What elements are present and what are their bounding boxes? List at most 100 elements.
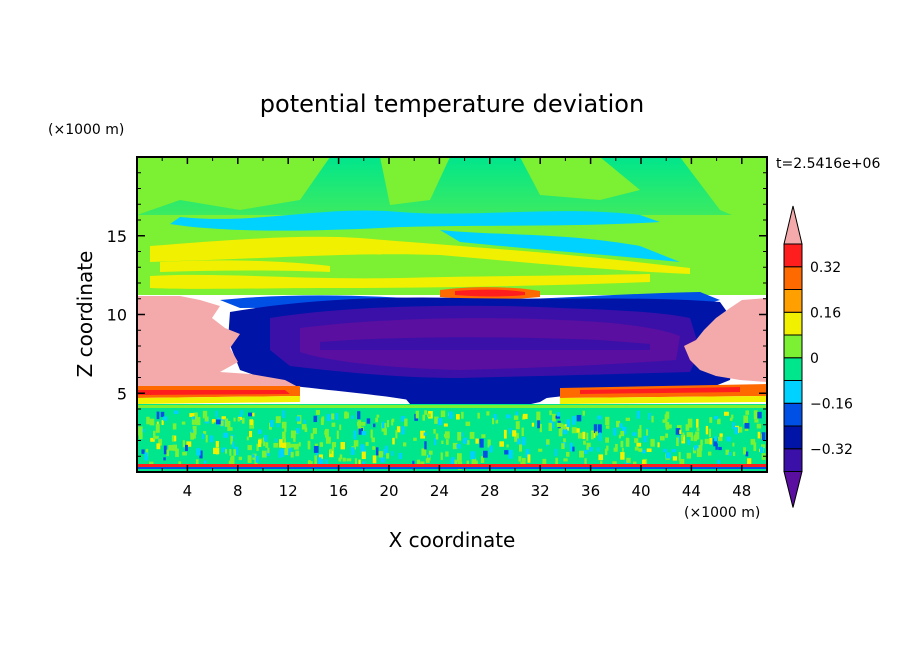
- noise-speckle: [386, 453, 390, 459]
- noise-speckle: [668, 424, 672, 429]
- noise-speckle: [471, 458, 477, 466]
- noise-speckle: [158, 438, 163, 446]
- noise-speckle: [743, 415, 749, 425]
- noise-speckle: [445, 451, 449, 457]
- noise-speckle: [421, 448, 427, 456]
- x-tick-label: 28: [480, 482, 499, 500]
- x-tick-label: 8: [233, 482, 243, 500]
- noise-speckle: [383, 428, 387, 436]
- noise-speckle: [713, 416, 718, 420]
- noise-speckle: [525, 448, 530, 458]
- noise-speckle: [664, 414, 668, 422]
- colorbar-segment: [783, 357, 803, 381]
- colorbar-tick-label: −0.16: [810, 396, 853, 412]
- noise-speckle: [646, 429, 649, 436]
- y-tick-label: 5: [117, 384, 127, 403]
- noise-speckle: [613, 447, 618, 452]
- noise-speckle: [542, 458, 547, 467]
- noise-speckle: [595, 431, 599, 436]
- noise-speckle: [160, 411, 165, 418]
- noise-speckle: [681, 434, 686, 444]
- noise-speckle: [173, 410, 179, 414]
- noise-speckle: [605, 416, 610, 426]
- noise-speckle: [445, 439, 449, 445]
- noise-speckle: [365, 441, 369, 446]
- noise-speckle: [263, 437, 266, 447]
- y-tick-label: 10: [107, 306, 127, 325]
- colorbar-segment: [783, 402, 803, 427]
- noise-speckle: [555, 415, 561, 419]
- noise-speckle: [372, 423, 376, 428]
- noise-speckle: [435, 433, 439, 440]
- noise-speckle: [386, 420, 390, 428]
- noise-speckle: [279, 448, 285, 457]
- noise-speckle: [252, 412, 255, 417]
- noise-speckle: [175, 448, 179, 457]
- noise-speckle: [224, 418, 229, 427]
- noise-speckle: [745, 451, 749, 457]
- noise-speckle: [750, 438, 756, 445]
- colorbar-segment: [783, 425, 803, 450]
- noise-speckle: [193, 433, 196, 439]
- noise-speckle: [521, 457, 526, 465]
- noise-speckle: [404, 418, 408, 427]
- noise-speckle: [144, 452, 148, 461]
- noise-speckle: [372, 455, 377, 464]
- noise-speckle: [474, 460, 478, 467]
- noise-speckle: [562, 428, 568, 435]
- lower-yellow-edge: [160, 260, 330, 272]
- temperature-field: [137, 157, 767, 472]
- noise-speckle: [298, 442, 301, 447]
- noise-speckle: [448, 411, 453, 419]
- noise-speckle: [424, 410, 428, 415]
- bottom-warm-line: [137, 464, 767, 467]
- noise-speckle: [428, 450, 433, 455]
- noise-speckle: [172, 444, 178, 451]
- noise-speckle: [353, 430, 357, 440]
- noise-speckle: [161, 420, 164, 425]
- noise-speckle: [625, 460, 629, 468]
- colorbar-tick-label: 0.32: [810, 260, 841, 276]
- noise-speckle: [166, 449, 169, 455]
- colorbar-segment: [783, 334, 803, 359]
- noise-speckle: [732, 442, 735, 447]
- noise-speckle: [205, 434, 208, 443]
- noise-speckle: [454, 459, 458, 465]
- noise-speckle: [191, 417, 197, 425]
- noise-speckle: [317, 457, 322, 466]
- noise-speckle: [168, 444, 174, 451]
- noise-speckle: [560, 424, 566, 431]
- noise-speckle: [508, 449, 513, 459]
- noise-speckle: [696, 427, 700, 432]
- noise-speckle: [757, 411, 762, 419]
- noise-speckle: [331, 442, 335, 451]
- noise-speckle: [665, 433, 669, 438]
- noise-speckle: [604, 448, 608, 456]
- noise-speckle: [149, 418, 155, 426]
- lower-layer-line: [137, 405, 767, 408]
- noise-speckle: [597, 415, 602, 420]
- noise-speckle: [558, 428, 563, 437]
- noise-speckle: [209, 435, 214, 443]
- noise-speckle: [754, 419, 759, 423]
- red-band: [455, 289, 525, 297]
- noise-speckle: [719, 433, 723, 437]
- noise-speckle: [193, 412, 198, 420]
- noise-speckle: [646, 448, 652, 452]
- noise-speckle: [515, 411, 518, 417]
- noise-speckle: [296, 428, 300, 434]
- noise-speckle: [413, 437, 417, 441]
- warm-right-pocket: [684, 298, 767, 382]
- warm-left-pocket: [137, 296, 300, 390]
- noise-speckle: [199, 450, 203, 459]
- x-tick-label: 32: [531, 482, 550, 500]
- noise-speckle: [138, 434, 143, 440]
- noise-speckle: [713, 438, 718, 447]
- noise-speckle: [427, 455, 431, 461]
- noise-speckle: [261, 450, 267, 458]
- noise-speckle: [717, 459, 720, 466]
- noise-speckle: [340, 442, 346, 450]
- noise-speckle: [290, 430, 296, 439]
- noise-speckle: [195, 459, 199, 465]
- noise-speckle: [641, 449, 647, 454]
